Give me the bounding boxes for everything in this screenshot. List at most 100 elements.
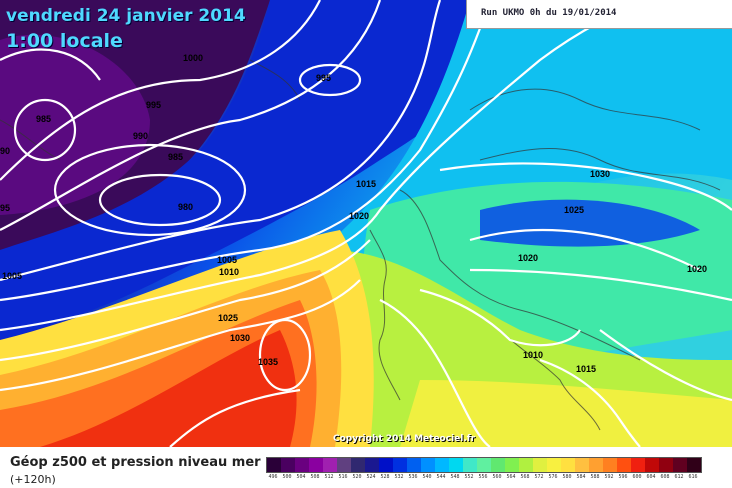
color-scale-label: 564 [506, 474, 516, 480]
color-scale-label: 576 [548, 474, 558, 480]
color-scale-labels: 496 500 504 508 512 516 520 524 528 532 536 540 544 5… [266, 474, 700, 480]
color-scale-label: 572 [534, 474, 544, 480]
map-canvas: 1000 995 985 995 990 985 980 1005 1005 1… [0, 0, 732, 447]
color-scale-swatch [617, 458, 631, 472]
isobar-label: 1015 [576, 364, 596, 374]
isobars [0, 0, 732, 447]
color-scale-swatch [323, 458, 337, 472]
color-scale-swatch [519, 458, 533, 472]
isobar-label: 1005 [217, 255, 237, 265]
color-scale-label: 588 [590, 474, 600, 480]
isobar-label: 95 [0, 203, 10, 213]
color-scale-label: 508 [310, 474, 320, 480]
isobar-label: 1020 [349, 211, 369, 221]
isobar-label: 985 [36, 114, 51, 124]
eastern-low [480, 199, 700, 247]
isobar-label: 1030 [590, 169, 610, 179]
isobar-label: 990 [133, 131, 148, 141]
isobar-label: 1020 [687, 264, 707, 274]
color-scale-swatch [687, 458, 701, 472]
color-scale-swatch [463, 458, 477, 472]
color-scale-swatch [505, 458, 519, 472]
color-scale-swatch [309, 458, 323, 472]
color-scale-swatch [449, 458, 463, 472]
color-scale-swatch [575, 458, 589, 472]
color-scale-label: 496 [268, 474, 278, 480]
color-scale-label: 520 [352, 474, 362, 480]
color-scale-swatch [547, 458, 561, 472]
color-scale-swatch [491, 458, 505, 472]
color-scale [266, 457, 702, 473]
color-scale-swatch [421, 458, 435, 472]
isobar-label: 980 [178, 202, 193, 212]
color-scale-swatch [589, 458, 603, 472]
color-scale-label: 556 [478, 474, 488, 480]
color-scale-label: 548 [450, 474, 460, 480]
color-scale-label: 596 [618, 474, 628, 480]
color-scale-swatch [659, 458, 673, 472]
color-scale-label: 504 [296, 474, 306, 480]
color-scale-label: 600 [632, 474, 642, 480]
isobar-label: 1035 [258, 357, 278, 367]
color-scale-swatch [295, 458, 309, 472]
color-scale-label: 608 [660, 474, 670, 480]
isobar-label: 1010 [219, 267, 239, 277]
color-scale-label: 616 [688, 474, 698, 480]
isobar-label: 1020 [518, 253, 538, 263]
color-scale-label: 612 [674, 474, 684, 480]
isobar-label: 1010 [523, 350, 543, 360]
color-scale-swatch [645, 458, 659, 472]
color-scale-swatch [533, 458, 547, 472]
color-scale-label: 584 [576, 474, 586, 480]
isobar-label: 985 [168, 152, 183, 162]
color-scale-swatch [407, 458, 421, 472]
color-scale-swatch [281, 458, 295, 472]
color-scale-label: 516 [338, 474, 348, 480]
color-scale-label: 604 [646, 474, 656, 480]
weather-map: 1000 995 985 995 990 985 980 1005 1005 1… [0, 0, 732, 447]
color-scale-label: 512 [324, 474, 334, 480]
color-scale-swatch [673, 458, 687, 472]
color-scale-swatch [351, 458, 365, 472]
legend-caption: Géop z500 et pression niveau mer [10, 455, 261, 470]
color-scale-label: 536 [408, 474, 418, 480]
color-scale-swatch [631, 458, 645, 472]
map-time-title: 1:00 locale [6, 30, 123, 52]
color-scale-swatch [561, 458, 575, 472]
color-scale-swatch [337, 458, 351, 472]
color-scale-swatch [267, 458, 281, 472]
isobar-label: 1015 [356, 179, 376, 189]
color-scale-swatch [477, 458, 491, 472]
isobar-label: 1005 [2, 271, 22, 281]
isobar-label: 995 [316, 73, 331, 83]
color-scale-label: 592 [604, 474, 614, 480]
color-scale-swatch [603, 458, 617, 472]
run-info-box: Run UKMO 0h du 19/01/2014 [466, 0, 732, 29]
map-date-title: vendredi 24 janvier 2014 [6, 6, 246, 26]
color-scale-label: 524 [366, 474, 376, 480]
color-scale-label: 532 [394, 474, 404, 480]
legend-footer: Géop z500 et pression niveau mer (+120h)… [0, 447, 732, 488]
isobar-label: 1000 [183, 53, 203, 63]
copyright-text: Copyright 2014 Meteociel.fr [333, 434, 476, 444]
color-scale-label: 560 [492, 474, 502, 480]
color-scale-label: 540 [422, 474, 432, 480]
isobar-label: 1025 [218, 313, 238, 323]
isobar-label: 90 [0, 146, 10, 156]
color-scale-swatch [379, 458, 393, 472]
color-scale-swatch [365, 458, 379, 472]
isobar-label: 995 [146, 100, 161, 110]
color-scale-swatch [435, 458, 449, 472]
isobar-label: 1030 [230, 333, 250, 343]
color-scale-label: 544 [436, 474, 446, 480]
forecast-range: (+120h) [10, 473, 56, 486]
isobar-label: 1025 [564, 205, 584, 215]
color-scale-label: 552 [464, 474, 474, 480]
color-scale-label: 568 [520, 474, 530, 480]
color-scale-swatch [393, 458, 407, 472]
run-info-text: Run UKMO 0h du 19/01/2014 [481, 8, 617, 18]
color-scale-label: 528 [380, 474, 390, 480]
color-scale-label: 580 [562, 474, 572, 480]
isobar-labels: 1000 995 985 995 990 985 980 1005 1005 1… [0, 53, 707, 374]
color-scale-label: 500 [282, 474, 292, 480]
